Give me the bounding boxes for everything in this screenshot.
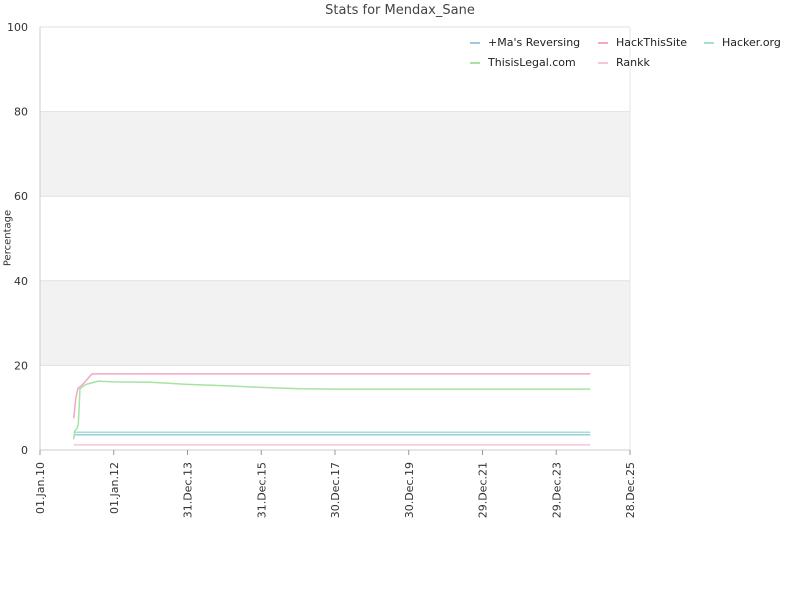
legend-label: HackThisSite — [616, 36, 688, 49]
x-tick-label: 28.Dec.25 — [624, 462, 637, 518]
y-tick-label: 60 — [14, 190, 28, 203]
legend-swatch — [598, 62, 608, 64]
x-tick-label: 29.Dec.23 — [550, 462, 563, 518]
legend-swatch — [704, 42, 714, 44]
legend-item[interactable]: HackThisSite — [598, 36, 687, 49]
chart-title: Stats for Mendax_Sane — [325, 3, 475, 18]
legend-label: Hacker.org — [722, 36, 781, 49]
x-tick-label: 29.Dec.21 — [477, 462, 490, 518]
x-tick-labels: 01.Jan.10 01.Jan.12 31.Dec.13 31.Dec.15 30.D… — [34, 462, 637, 518]
x-tick-label: 31.Dec.13 — [182, 462, 195, 518]
y-tick-label: 40 — [14, 275, 28, 288]
legend-item[interactable]: Hacker.org — [704, 36, 781, 49]
axes — [39, 27, 631, 455]
x-tick-label: 01.Jan.12 — [108, 462, 121, 514]
x-tick-label: 30.Dec.19 — [403, 462, 416, 518]
plot-area — [40, 27, 630, 450]
y-tick-label: 0 — [21, 444, 28, 457]
x-tick-label: 30.Dec.17 — [329, 462, 342, 518]
legend-label: +Ma's Reversing — [488, 36, 581, 49]
y-tick-label: 20 — [14, 359, 28, 372]
legend-label: Rankk — [616, 56, 650, 69]
legend-swatch — [470, 62, 480, 64]
y-tick-label: 80 — [14, 106, 28, 119]
grid-band — [40, 111, 630, 197]
x-tick-label: 31.Dec.15 — [255, 462, 268, 518]
legend-label: ThisisLegal.com — [488, 56, 576, 69]
plot-background — [40, 27, 630, 450]
series-line — [72, 380, 591, 440]
series-lines — [72, 373, 591, 446]
series-line — [72, 373, 591, 419]
x-tick-label: 01.Jan.10 — [34, 462, 47, 514]
y-tick-labels: 0 20 40 60 80 100 — [7, 21, 28, 457]
y-tick-label: 100 — [7, 21, 28, 34]
legend-item[interactable]: Rankk — [598, 56, 650, 69]
legend-swatch — [598, 42, 608, 44]
legend-item[interactable]: ThisisLegal.com — [470, 56, 576, 69]
legend-swatch — [470, 42, 480, 44]
legend-item[interactable]: +Ma's Reversing — [470, 36, 580, 49]
grid-band — [40, 280, 630, 366]
